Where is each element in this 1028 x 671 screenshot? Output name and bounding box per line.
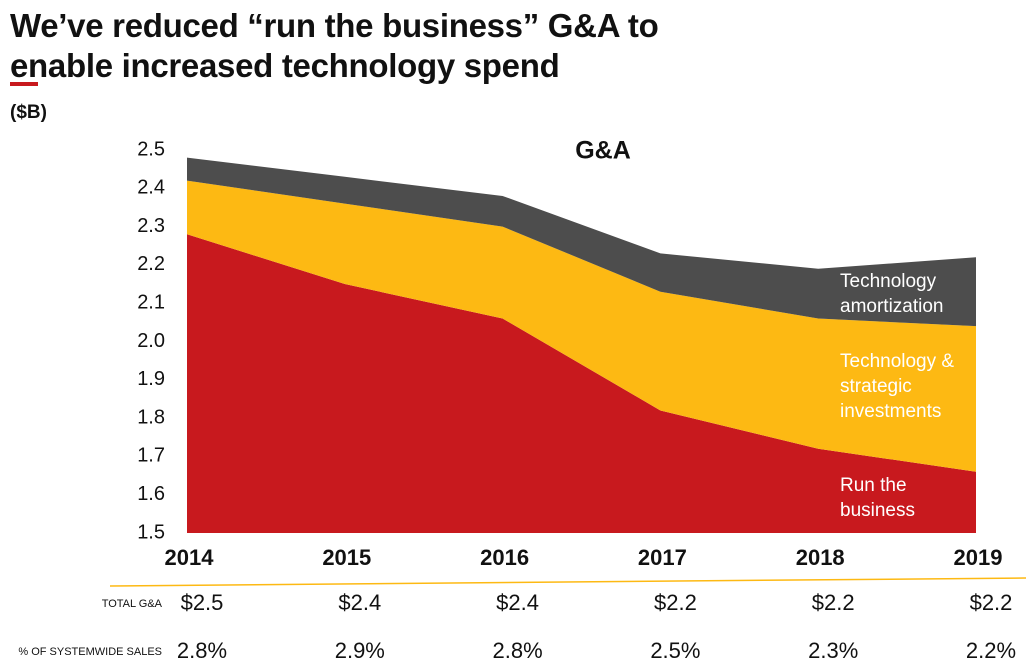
table-cell: 2.8% [177, 638, 227, 663]
table-cell: 2.5% [650, 638, 700, 663]
table-cell: $2.4 [496, 590, 539, 615]
table-cell: 2.8% [493, 638, 543, 663]
series-label: Technology amortization [840, 271, 944, 317]
y-tick-label: 2.5 [137, 138, 165, 160]
y-tick-label: 2.2 [137, 253, 165, 275]
y-tick-label: 1.8 [137, 406, 165, 428]
y-tick-label: 1.6 [137, 483, 165, 505]
y-tick-label: 2.1 [137, 291, 165, 313]
y-tick-label: 1.9 [137, 368, 165, 390]
table-cell: 2.9% [335, 638, 385, 663]
y-tick-label: 2.0 [137, 330, 165, 352]
y-tick-label: 1.5 [137, 521, 165, 543]
x-tick-label: 2015 [322, 545, 371, 570]
y-tick-label: 1.7 [137, 445, 165, 467]
table-cell: 2.2% [966, 638, 1016, 663]
x-tick-label: 2017 [638, 545, 687, 570]
table-cell: 2.3% [808, 638, 858, 663]
x-tick-label: 2019 [954, 545, 1003, 570]
unit-label: ($B) [10, 102, 47, 123]
area [187, 157, 976, 327]
area [187, 234, 976, 533]
table-cell: $2.4 [338, 590, 381, 615]
table-cell: $2.2 [654, 590, 697, 615]
row-label: TOTAL G&A [102, 598, 163, 610]
y-tick-label: 2.4 [137, 177, 165, 199]
x-tick-label: 2014 [165, 545, 215, 570]
row-label: % OF SYSTEMWIDE SALES [18, 646, 162, 658]
divider [109, 577, 1027, 587]
chart-title: G&A [575, 137, 631, 165]
y-tick-label: 2.3 [137, 215, 165, 237]
table-cell: $2.2 [970, 590, 1013, 615]
table-cell: $2.5 [181, 590, 224, 615]
title-accent [10, 82, 38, 86]
table-cell: $2.2 [812, 590, 855, 615]
series-label: Run the business [840, 475, 915, 521]
slide-title: We’ve reduced “run the business” G&A to … [10, 7, 659, 84]
series-label: Technology & strategic investments [840, 351, 955, 422]
x-tick-label: 2016 [480, 545, 529, 570]
area [187, 180, 976, 472]
x-tick-label: 2018 [796, 545, 845, 570]
